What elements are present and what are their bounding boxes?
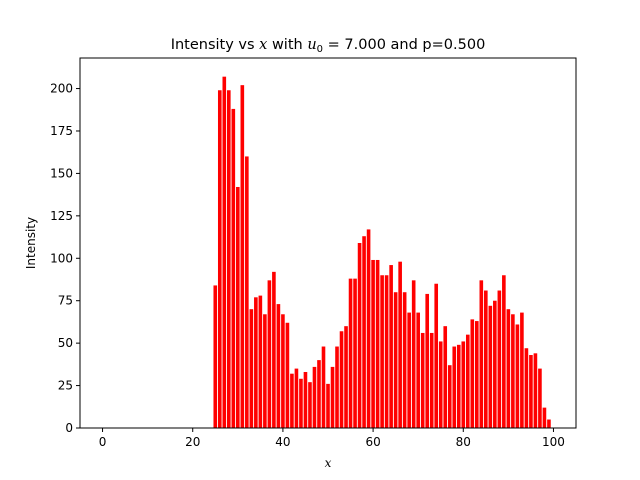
- y-tick-label: 175: [50, 124, 73, 138]
- y-tick-label: 25: [58, 379, 73, 393]
- bars-group: [213, 76, 551, 429]
- bar: [308, 382, 312, 428]
- bar: [506, 309, 511, 428]
- bar: [254, 297, 258, 428]
- x-tick-label: 80: [456, 435, 471, 449]
- y-tick-label: 100: [50, 251, 73, 265]
- bar: [447, 365, 452, 428]
- bar: [249, 309, 254, 428]
- bar: [258, 295, 263, 428]
- bar: [245, 156, 249, 428]
- bar: [479, 280, 484, 428]
- bar: [533, 353, 538, 428]
- bar: [366, 229, 371, 428]
- bar: [443, 326, 448, 428]
- bar: [330, 366, 335, 428]
- bar: [294, 368, 299, 428]
- y-axis-label: Intensity: [24, 217, 38, 269]
- bar: [348, 278, 353, 428]
- bar: [488, 305, 493, 428]
- bar: [515, 324, 520, 428]
- chart-title: Intensity vs x with u0 = 7.000 and p=0.5…: [171, 37, 486, 55]
- bar: [407, 312, 411, 428]
- bar: [493, 300, 497, 428]
- y-tick-label: 75: [58, 294, 73, 308]
- bar: [411, 280, 416, 428]
- bar: [231, 108, 236, 429]
- bar: [362, 236, 366, 428]
- bar: [475, 321, 479, 428]
- y-tick-label: 150: [50, 166, 73, 180]
- bar: [285, 322, 290, 428]
- bar: [470, 319, 475, 428]
- x-tick-label: 60: [365, 435, 380, 449]
- bar: [240, 85, 245, 428]
- plot-frame: [79, 57, 577, 429]
- bar: [380, 275, 384, 428]
- bar: [538, 368, 542, 428]
- bar: [371, 259, 375, 428]
- bar: [547, 419, 551, 428]
- bar: [217, 90, 222, 428]
- bar: [267, 280, 272, 428]
- x-axis-ticks: 0 20 40 60 80 100: [99, 428, 565, 449]
- bar: [321, 346, 326, 428]
- bar: [263, 314, 267, 428]
- x-tick-label: 20: [185, 435, 200, 449]
- x-tick-label: 100: [542, 435, 565, 449]
- bar: [384, 275, 389, 428]
- bar: [429, 332, 434, 428]
- bar: [393, 292, 398, 428]
- bar: [344, 326, 348, 428]
- bar: [272, 271, 276, 428]
- bar: [326, 383, 330, 428]
- bar: [357, 243, 362, 428]
- bar: [353, 278, 357, 428]
- bar: [484, 290, 488, 428]
- bar: [434, 283, 439, 428]
- bar: [497, 290, 502, 428]
- bar: [542, 407, 547, 428]
- bar: [312, 366, 317, 428]
- bar: [456, 344, 461, 428]
- bar: [502, 275, 506, 428]
- bar: [276, 304, 281, 428]
- bar: [303, 371, 308, 428]
- bar: [461, 341, 466, 428]
- bar: [290, 373, 294, 428]
- bar: [520, 312, 524, 428]
- y-tick-label: 125: [50, 209, 73, 223]
- bar: [281, 314, 285, 428]
- y-tick-label: 0: [65, 421, 73, 435]
- bar: [524, 348, 529, 428]
- bar: [398, 261, 402, 428]
- bar: [227, 90, 231, 428]
- bar: [335, 346, 339, 428]
- bar: [511, 314, 515, 428]
- y-axis-ticks: 0 25 50 75 100 125 150 175 200: [50, 82, 80, 435]
- bar: [222, 76, 227, 429]
- bar: [465, 334, 470, 428]
- y-tick-label: 200: [50, 82, 73, 96]
- bar: [529, 355, 533, 428]
- bar: [402, 292, 407, 428]
- x-tick-label: 40: [275, 435, 290, 449]
- x-axis-label: x: [325, 456, 332, 470]
- bar: [420, 332, 425, 428]
- bar: [438, 341, 443, 428]
- bar: [375, 259, 380, 428]
- bar: [452, 346, 457, 428]
- plot-area: [80, 58, 576, 428]
- bar: [416, 312, 420, 428]
- bar: [389, 265, 393, 428]
- bar: [213, 285, 218, 428]
- x-tick-label: 0: [99, 435, 107, 449]
- bar: [339, 331, 344, 428]
- bar: [317, 360, 321, 428]
- y-tick-label: 50: [58, 336, 73, 350]
- bar: [425, 293, 430, 428]
- bar: [299, 378, 303, 428]
- bar: [236, 186, 240, 428]
